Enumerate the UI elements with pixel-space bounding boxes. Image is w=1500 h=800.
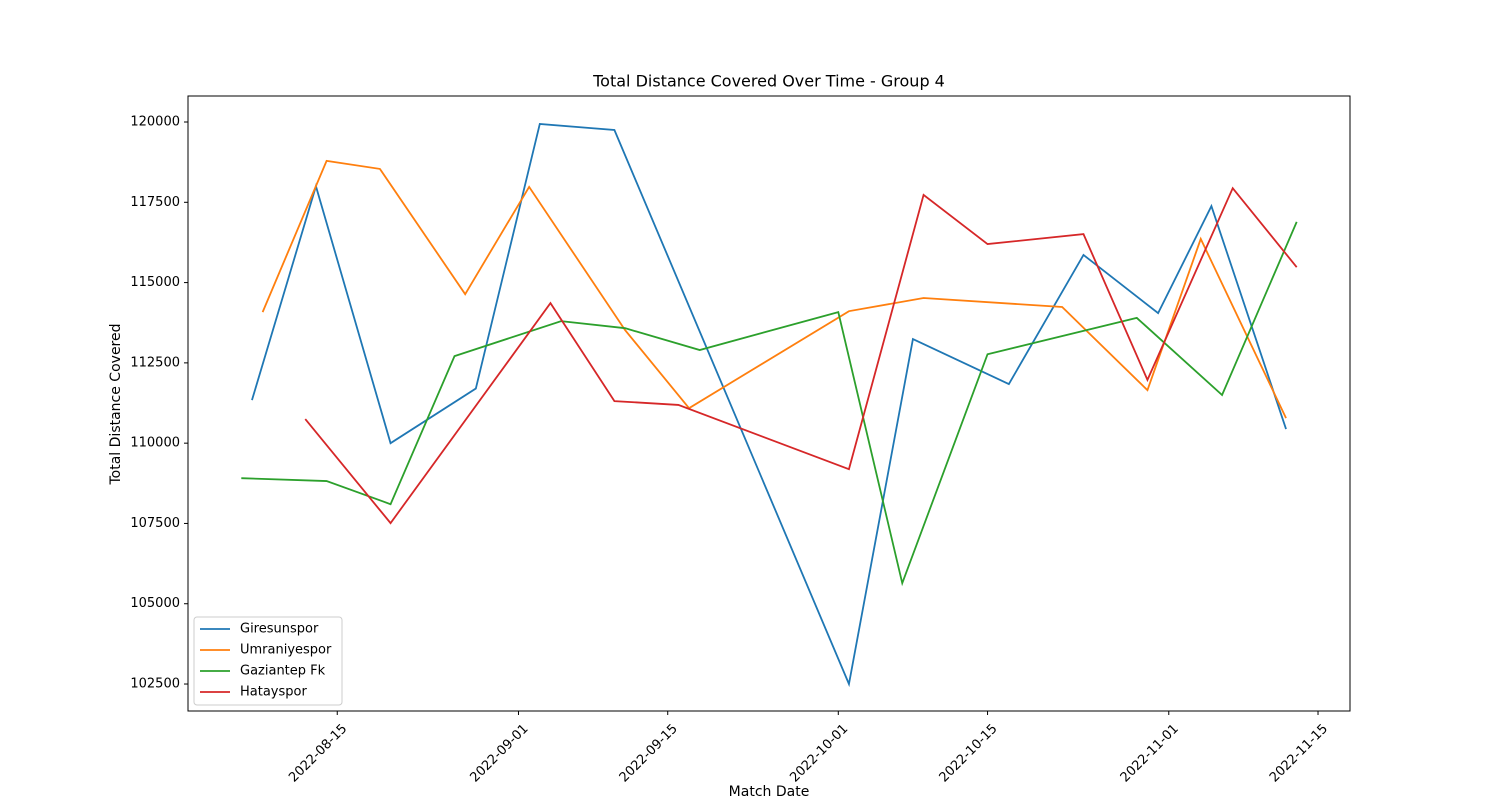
legend-label: Hatayspor (240, 685, 307, 700)
y-tick-label: 107500 (130, 516, 180, 531)
y-axis-label: Total Distance Covered (108, 324, 124, 486)
legend-label: Giresunspor (240, 622, 319, 637)
legend-box (193, 616, 343, 706)
y-tick-label: 110000 (130, 436, 180, 451)
series-line (251, 122, 1287, 688)
series-line (241, 221, 1298, 587)
legend-label: Gaziantep Fk (240, 664, 326, 679)
y-tick-label: 112500 (130, 355, 180, 370)
y-tick-label: 115000 (130, 275, 180, 290)
x-axis-label: Match Date (729, 784, 810, 800)
series-line (304, 186, 1298, 525)
y-tick-label: 105000 (130, 596, 180, 611)
y-tick-label: 102500 (130, 677, 180, 692)
y-tick-label: 120000 (130, 115, 180, 130)
plot-frame (187, 95, 1351, 712)
legend-label: Umraniyespor (240, 643, 332, 658)
y-tick-label: 117500 (130, 195, 180, 210)
chart-title: Total Distance Covered Over Time - Group… (592, 72, 945, 91)
